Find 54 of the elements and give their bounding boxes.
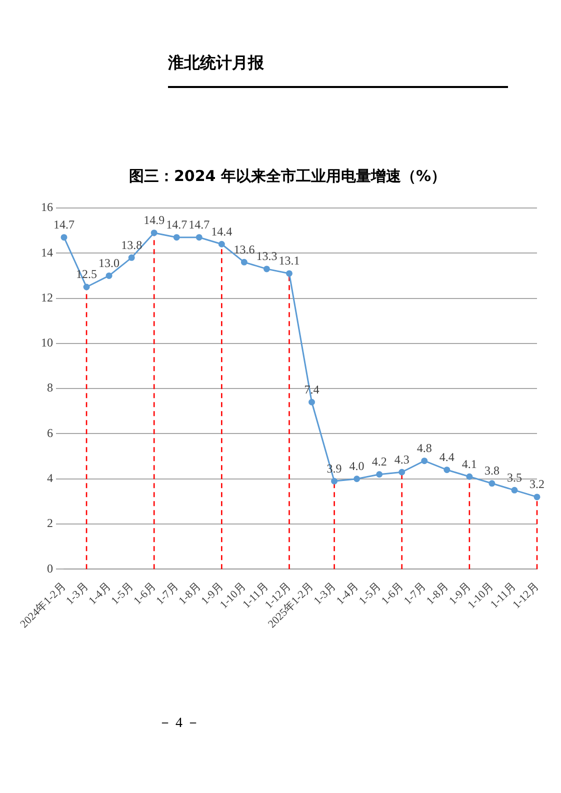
text: － 4 －: [158, 715, 200, 732]
point: [488, 480, 496, 487]
data-label: 13.6: [234, 242, 255, 256]
point: [128, 254, 135, 261]
data-label: 13.1: [278, 254, 300, 268]
y-tick-label: 4: [47, 471, 53, 486]
point: [308, 398, 316, 406]
point: [398, 468, 406, 476]
data-label: 4.2: [372, 454, 387, 469]
y-tick-label: 6: [47, 426, 53, 440]
point: [354, 476, 360, 482]
y-tick-label: 10: [41, 336, 53, 350]
point: [196, 234, 202, 241]
point: [534, 494, 540, 500]
y-tick-label: 14: [41, 245, 53, 260]
y-tick-label: 2: [47, 516, 53, 530]
point: [444, 466, 450, 474]
text: 淮北统计月报: [168, 53, 264, 74]
point: [83, 284, 90, 290]
chart-title: 图三：2024 年以来全市工业用电量增速（%）: [129, 166, 446, 185]
data-label: 3.5: [506, 470, 522, 484]
data-label: 14.9: [144, 212, 165, 227]
data-label: 14.7: [54, 218, 74, 232]
data-label: 14.7: [166, 218, 188, 232]
data-label: 4.3: [394, 452, 410, 466]
data-label: 4.0: [349, 459, 364, 474]
data-label: 3.2: [530, 477, 544, 492]
y-tick-label: 12: [41, 290, 53, 304]
point: [263, 266, 270, 272]
point: [218, 240, 225, 248]
data-label: 14.7: [188, 218, 210, 232]
data-label: 4.1: [462, 456, 477, 471]
point: [173, 234, 180, 241]
point: [376, 471, 383, 478]
data-label: 14.4: [211, 224, 232, 238]
x-tick-label: 1-8月: [424, 580, 452, 608]
point: [286, 270, 292, 277]
point: [421, 458, 428, 464]
point: [240, 258, 248, 266]
y-tick-label: 8: [47, 380, 53, 395]
data-label: 4.4: [439, 450, 454, 464]
point: [331, 478, 338, 484]
data-label: 13.8: [121, 238, 142, 252]
y-tick-label: 16: [41, 200, 53, 214]
data-label: 3.8: [484, 464, 500, 478]
point: [466, 473, 473, 480]
point: [106, 272, 112, 279]
data-label: 13.3: [256, 249, 278, 264]
point: [511, 486, 518, 494]
data-label: 4.8: [416, 440, 432, 455]
y-tick-label: 0: [47, 561, 53, 576]
data-label: 13.0: [98, 256, 120, 270]
point: [60, 234, 68, 241]
point: [150, 230, 158, 236]
